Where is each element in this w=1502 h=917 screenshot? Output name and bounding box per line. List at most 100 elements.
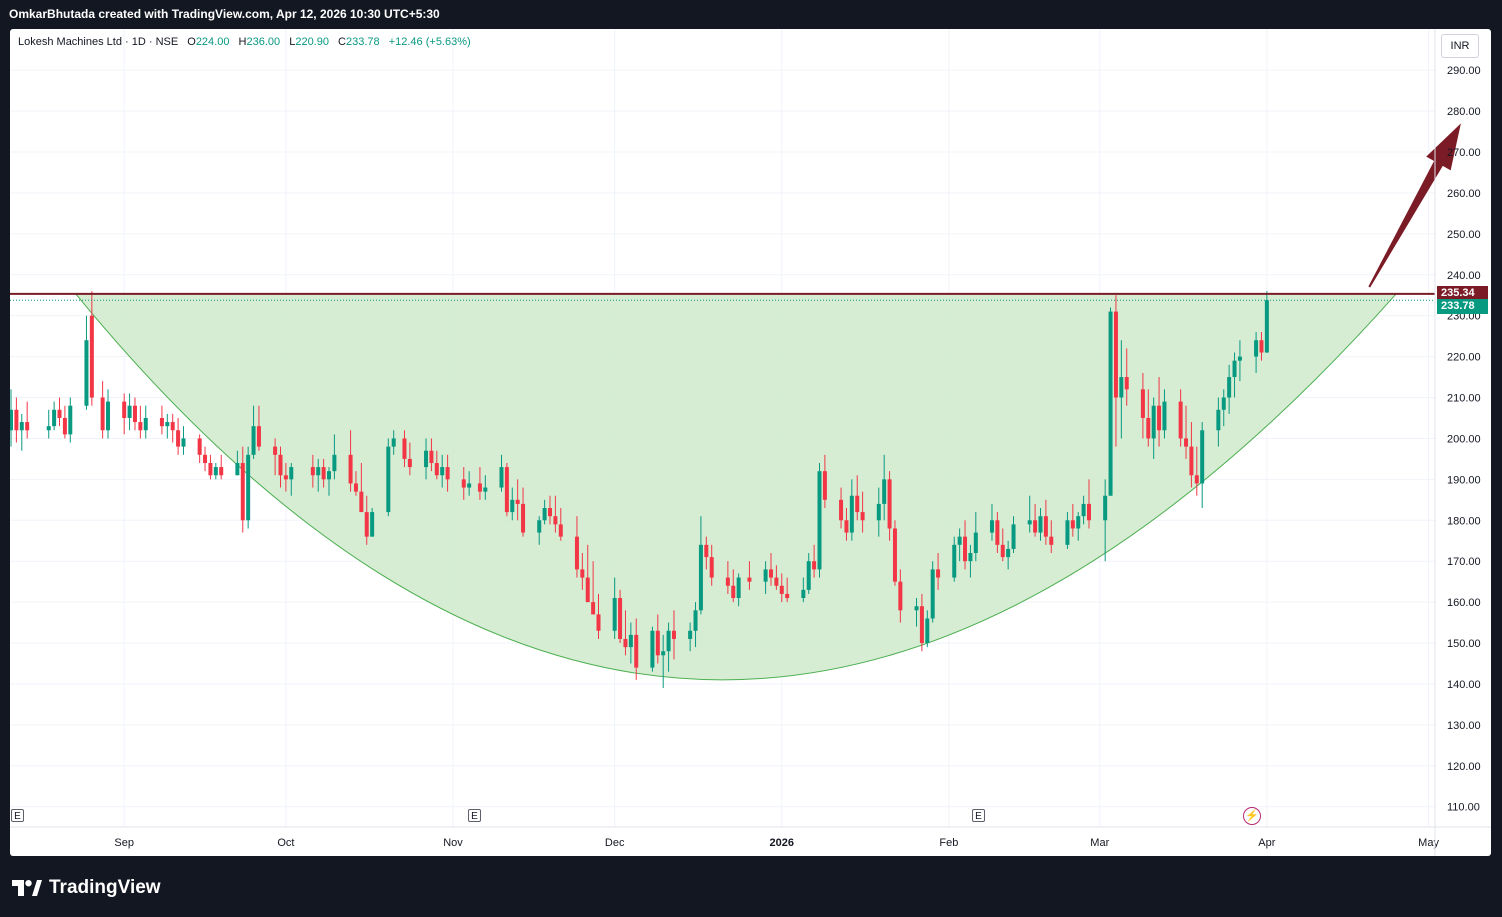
candle bbox=[235, 450, 240, 476]
candle bbox=[709, 544, 714, 586]
candle-body bbox=[477, 483, 482, 492]
y-tick-label: 250.00 bbox=[1447, 229, 1481, 241]
candle-body bbox=[596, 614, 601, 631]
y-tick-label: 200.00 bbox=[1447, 433, 1481, 445]
candle-body bbox=[1000, 544, 1005, 558]
candle-body bbox=[1103, 495, 1108, 521]
candle-body bbox=[219, 467, 224, 476]
candle-body bbox=[1259, 340, 1264, 353]
candle-body bbox=[1227, 377, 1232, 398]
candle bbox=[995, 512, 1000, 554]
candle-body bbox=[10, 409, 13, 431]
candle bbox=[68, 397, 73, 443]
candle bbox=[402, 430, 407, 468]
candle bbox=[785, 577, 790, 603]
lightning-icon[interactable]: ⚡ bbox=[1243, 807, 1261, 825]
candle-body bbox=[574, 536, 579, 570]
candle-body bbox=[1076, 516, 1081, 529]
candle-body bbox=[1232, 360, 1237, 378]
candle bbox=[1237, 340, 1242, 382]
candle bbox=[925, 610, 930, 648]
candle bbox=[634, 618, 639, 680]
earnings-marker[interactable]: E bbox=[468, 809, 481, 822]
close-label: C bbox=[338, 36, 346, 48]
candle-body bbox=[348, 454, 353, 484]
candle bbox=[251, 405, 256, 459]
candle bbox=[968, 544, 973, 578]
currency-button[interactable]: INR bbox=[1441, 34, 1479, 58]
candle bbox=[812, 544, 817, 578]
candle-body bbox=[122, 401, 127, 418]
candle-body bbox=[585, 577, 590, 603]
candle bbox=[89, 291, 94, 406]
candle-body bbox=[709, 557, 714, 578]
y-tick-label: 290.00 bbox=[1447, 65, 1481, 77]
candle bbox=[628, 622, 633, 664]
candle bbox=[1049, 520, 1054, 554]
candle-body bbox=[1157, 405, 1162, 431]
y-tick-label: 270.00 bbox=[1447, 147, 1481, 159]
candle bbox=[1216, 397, 1221, 447]
candle-body bbox=[731, 585, 736, 599]
y-tick-label: 220.00 bbox=[1447, 352, 1481, 364]
candle-body bbox=[256, 426, 261, 447]
candle bbox=[1038, 508, 1043, 541]
candle bbox=[127, 393, 132, 431]
candle-body bbox=[84, 340, 89, 406]
candle-body bbox=[310, 467, 315, 476]
y-tick-label: 140.00 bbox=[1447, 679, 1481, 691]
tradingview-logo[interactable]: TradingView bbox=[12, 877, 161, 899]
earnings-marker[interactable]: E bbox=[972, 809, 985, 822]
y-tick-label: 180.00 bbox=[1447, 515, 1481, 527]
candle-body bbox=[1113, 311, 1118, 398]
candle bbox=[817, 462, 822, 578]
candle bbox=[510, 487, 515, 521]
candle-body bbox=[1200, 430, 1205, 484]
earnings-marker[interactable]: E bbox=[11, 809, 24, 822]
candle bbox=[1087, 479, 1091, 529]
candle bbox=[1011, 516, 1016, 554]
candle bbox=[1194, 446, 1199, 496]
high-value: 236.00 bbox=[246, 36, 281, 48]
candle bbox=[936, 553, 941, 590]
candle bbox=[219, 454, 224, 480]
candle-body bbox=[364, 512, 369, 537]
candle-body bbox=[332, 454, 337, 472]
candle bbox=[170, 413, 175, 443]
candle bbox=[768, 553, 773, 586]
candle bbox=[1232, 352, 1237, 398]
candle bbox=[1140, 372, 1145, 439]
candle bbox=[181, 426, 186, 455]
candle bbox=[671, 610, 676, 660]
change-value: +12.46 (+5.63%) bbox=[388, 36, 471, 48]
candle-body bbox=[203, 454, 208, 463]
candle-body bbox=[623, 638, 628, 648]
candle-body bbox=[768, 569, 773, 578]
candle-body bbox=[822, 471, 827, 500]
chart-pane[interactable]: 110.00 120.00 130.00 140.00 150.00 160.00 170.… bbox=[10, 29, 1491, 856]
price-chart[interactable]: 110.00 120.00 130.00 140.00 150.00 160.00 170.… bbox=[10, 29, 1491, 856]
candle-body bbox=[159, 417, 164, 427]
candle-body bbox=[273, 446, 278, 455]
x-tick-label: May bbox=[1418, 837, 1439, 849]
candle-body bbox=[763, 569, 768, 582]
candle bbox=[542, 499, 547, 525]
open-label: O bbox=[187, 36, 196, 48]
candle-body bbox=[289, 467, 294, 480]
candle bbox=[661, 634, 666, 689]
candle-body bbox=[1038, 516, 1043, 533]
candle-body bbox=[785, 593, 790, 599]
candle bbox=[445, 454, 450, 492]
candle bbox=[203, 446, 208, 472]
candle-body bbox=[138, 422, 143, 431]
candle bbox=[548, 495, 552, 525]
candle bbox=[612, 577, 617, 639]
candle-body bbox=[165, 422, 170, 427]
candle-body bbox=[429, 450, 434, 463]
candle bbox=[806, 553, 811, 594]
candle bbox=[208, 454, 213, 480]
candle bbox=[844, 508, 849, 541]
candle bbox=[580, 553, 585, 590]
candle-body bbox=[1162, 401, 1167, 431]
y-tick-label: 280.00 bbox=[1447, 106, 1481, 118]
